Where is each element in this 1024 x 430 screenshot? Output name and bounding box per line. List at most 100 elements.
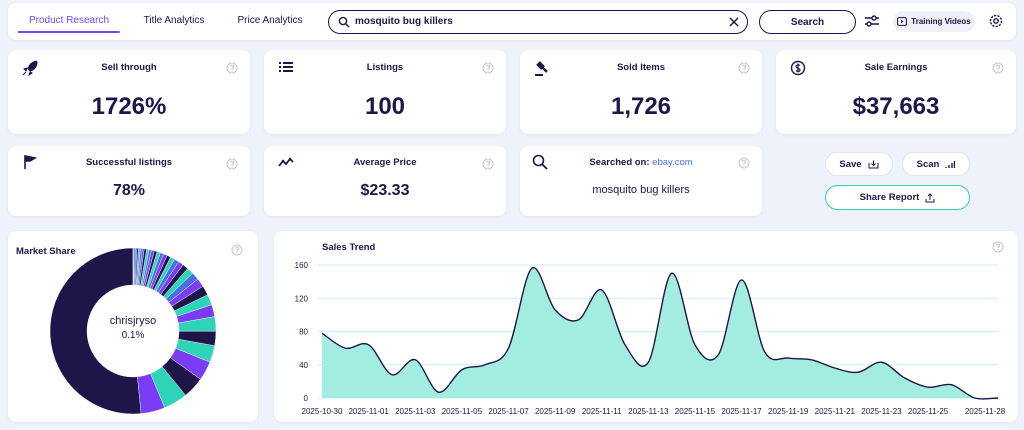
stat-card: Sold Items 1,726: [520, 50, 762, 134]
icon-part: [741, 64, 747, 70]
x-tick-label: 2025-11-07: [488, 407, 529, 416]
nav-tab[interactable]: Product Research: [28, 15, 110, 26]
icon-part: [24, 155, 38, 169]
icon-part: [738, 62, 750, 74]
x-tick-label: 2025-11-15: [675, 407, 716, 416]
icon-part: [925, 192, 935, 202]
x-tick-label: 2025-11-09: [535, 407, 576, 416]
chart-title: Market Share: [16, 246, 76, 257]
help-icon: [992, 61, 1004, 79]
nav-tab[interactable]: Price Analytics: [237, 15, 303, 26]
filter-icon[interactable]: [864, 14, 880, 28]
nav-tab[interactable]: Title Analytics: [143, 15, 205, 26]
card-value: $23.33: [360, 182, 410, 199]
icon-part: [229, 160, 235, 166]
scan-label: Scan: [916, 158, 940, 170]
icon-part: [871, 15, 877, 21]
searched-on-query: mosquito bug killers: [592, 184, 690, 196]
icon-part: [729, 17, 739, 27]
icon-part: [288, 157, 292, 161]
clear-icon[interactable]: [729, 17, 739, 27]
search-box[interactable]: mosquito bug killers: [328, 10, 748, 34]
x-tick-label: 2025-10-30: [302, 407, 343, 416]
center-label: chrisjryso: [110, 315, 156, 327]
icon-part: [738, 157, 750, 169]
icon-part: [993, 18, 999, 24]
icon-part: [226, 62, 238, 74]
training-videos-label: Training Videos: [911, 17, 971, 26]
icon-part: [995, 64, 1001, 70]
card-value: 1726%: [91, 93, 167, 120]
icon-part: [231, 244, 243, 256]
card-value: 100: [364, 93, 406, 120]
x-tick-label: 2025-11-28: [965, 407, 1006, 416]
help-icon: [482, 157, 494, 175]
icon-part: [532, 154, 545, 167]
icon-part: [738, 157, 750, 169]
x-tick-label: 2025-11-25: [908, 407, 949, 416]
search-icon: [338, 16, 350, 28]
card-icon: [22, 60, 38, 81]
pie-slice: [132, 247, 135, 286]
center-value: 0.1%: [122, 330, 145, 341]
x-tick-label: 2025-11-19: [768, 407, 809, 416]
icon-part: [338, 16, 348, 26]
searched-on-label: Searched on:: [589, 157, 650, 168]
search-button[interactable]: Search: [759, 10, 856, 34]
card-value: 78%: [112, 182, 146, 199]
save-button[interactable]: Save: [825, 152, 893, 176]
card-icon: [22, 154, 38, 175]
card-label: Listings: [366, 62, 404, 73]
help-icon: [738, 61, 750, 79]
icon-part: [535, 61, 548, 76]
icon-part: [279, 62, 293, 72]
y-tick-label: 120: [295, 294, 309, 303]
icon-part: [231, 166, 233, 168]
icon-part: [866, 21, 872, 27]
icon-part: [997, 249, 999, 251]
play-icon: [897, 17, 908, 26]
icon-part: [743, 165, 745, 167]
y-tick-label: 160: [295, 261, 309, 270]
card-icon: [534, 60, 550, 81]
icon-part: [741, 159, 747, 165]
y-tick-label: 0: [304, 394, 309, 403]
share-report-button[interactable]: Share Report: [825, 185, 970, 210]
icon-part: [790, 60, 806, 76]
x-tick-label: 2025-11-03: [395, 407, 436, 416]
icon-part: [790, 60, 806, 76]
icon-part: [279, 62, 293, 72]
icon-part: [226, 62, 238, 74]
icon-part: [901, 19, 904, 24]
icon-part: [997, 70, 999, 72]
card-label: Successful listings: [85, 157, 173, 168]
trend-line: [321, 267, 999, 400]
stat-card: Average Price $23.33: [264, 146, 506, 216]
stat-card: Sale Earnings $37,663: [776, 50, 1016, 134]
searched-on-icon: [532, 154, 548, 170]
settings-icon[interactable]: [988, 13, 1004, 29]
x-tick-label: 2025-11-11: [582, 407, 622, 416]
x-tick-label: 2025-11-21: [815, 407, 856, 416]
stat-card: Sell through 1726%: [8, 50, 250, 134]
share-label: Share Report: [859, 192, 920, 203]
active-tab-underline: [18, 31, 120, 33]
icon-part: [738, 62, 750, 74]
icon-part: [485, 160, 491, 166]
icon-part: [24, 155, 38, 169]
scan-icon: [945, 160, 956, 168]
icon-part: [992, 241, 1004, 253]
icon-part: [22, 60, 38, 77]
x-tick-label: 2025-11-23: [861, 407, 902, 416]
icon-part: [945, 160, 956, 168]
scan-button[interactable]: Scan: [902, 152, 970, 176]
search-button-label: Search: [790, 16, 825, 28]
icon-part: [229, 64, 235, 70]
chart-title: Sales Trend: [322, 242, 376, 253]
searched-on-card: Searched on: ebay.com mosquito bug kille…: [520, 146, 762, 216]
training-videos[interactable]: Training Videos: [893, 11, 975, 32]
searched-on-site[interactable]: ebay.com: [652, 157, 693, 168]
card-label: Sell through: [101, 62, 157, 73]
